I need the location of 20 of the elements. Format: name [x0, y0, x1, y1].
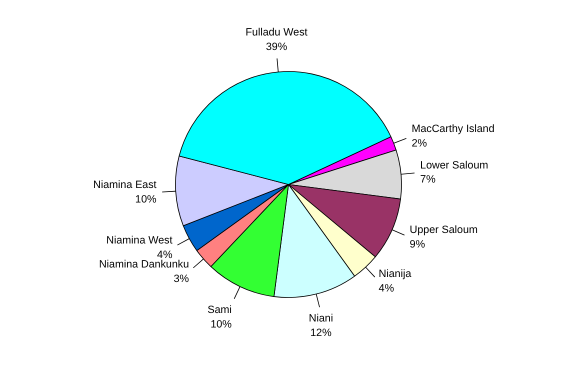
slice-label: Nianija — [378, 268, 412, 280]
data-label: 39% — [266, 40, 288, 53]
data-label: 7% — [420, 174, 436, 186]
slice-label: Niani — [308, 312, 334, 325]
data-label: 4% — [157, 248, 173, 261]
slice-label: Niamina Dankunku — [98, 258, 190, 270]
data-label: 10% — [210, 318, 232, 330]
data-label: 9% — [410, 238, 426, 251]
data-label: 10% — [135, 194, 158, 206]
data-label: 4% — [378, 282, 395, 294]
data-label: 3% — [174, 272, 190, 285]
slice-label: Sami — [208, 304, 232, 316]
data-label: 2% — [412, 137, 428, 150]
slice-label: Niamina West — [106, 234, 172, 247]
slice-label: Niamina East — [93, 179, 157, 192]
data-label: 12% — [310, 327, 332, 340]
slice-label: Fulladu West — [246, 26, 308, 38]
slice-label: Lower Saloum — [420, 159, 488, 172]
slice-label: Upper Saloum — [410, 224, 478, 236]
slice-label: MacCarthy Island — [412, 123, 495, 136]
